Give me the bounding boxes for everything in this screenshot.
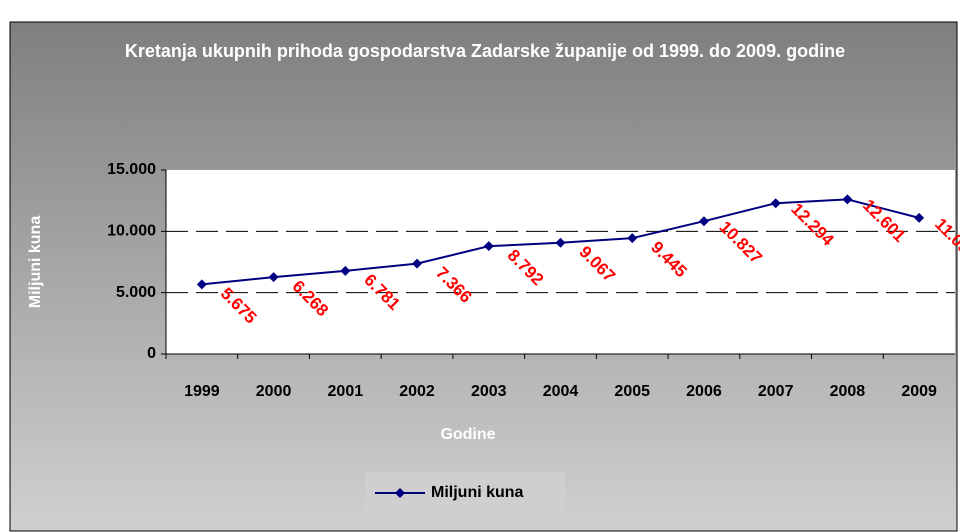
data-point [627, 233, 638, 244]
chart-title: Kretanja ukupnih prihoda gospodarstva Za… [124, 41, 846, 61]
legend-marker [395, 488, 405, 498]
x-tick-label: 2001 [328, 383, 364, 400]
y-axis-label: Miljuni kuna [27, 216, 44, 309]
data-point [914, 212, 925, 223]
plot-area [166, 170, 955, 354]
x-tick-label: 2008 [830, 383, 866, 400]
data-point [555, 237, 566, 248]
legend-label: Miljuni kuna [431, 484, 524, 501]
x-tick-label: 2004 [543, 383, 579, 400]
x-tick-label: 1999 [184, 383, 220, 400]
x-tick-label: 2009 [901, 383, 937, 400]
data-point [770, 198, 781, 209]
y-tick-label: 0 [147, 345, 156, 362]
y-tick-label: 10.000 [107, 223, 156, 240]
data-point [340, 265, 351, 276]
data-point [196, 279, 207, 290]
x-tick-label: 2007 [758, 383, 794, 400]
x-axis-label: Godine [440, 426, 495, 443]
x-tick-label: 2006 [686, 383, 722, 400]
y-tick-label: 5.000 [116, 284, 156, 301]
x-tick-label: 2003 [471, 383, 507, 400]
x-tick-label: 2005 [614, 383, 650, 400]
x-tick-label: 2000 [256, 383, 292, 400]
x-tick-label: 2002 [399, 383, 435, 400]
y-tick-label: 15.000 [107, 161, 156, 178]
data-point [483, 241, 494, 252]
data-point [842, 194, 853, 205]
data-point [698, 216, 709, 227]
data-point [268, 272, 279, 283]
data-point [412, 258, 423, 269]
